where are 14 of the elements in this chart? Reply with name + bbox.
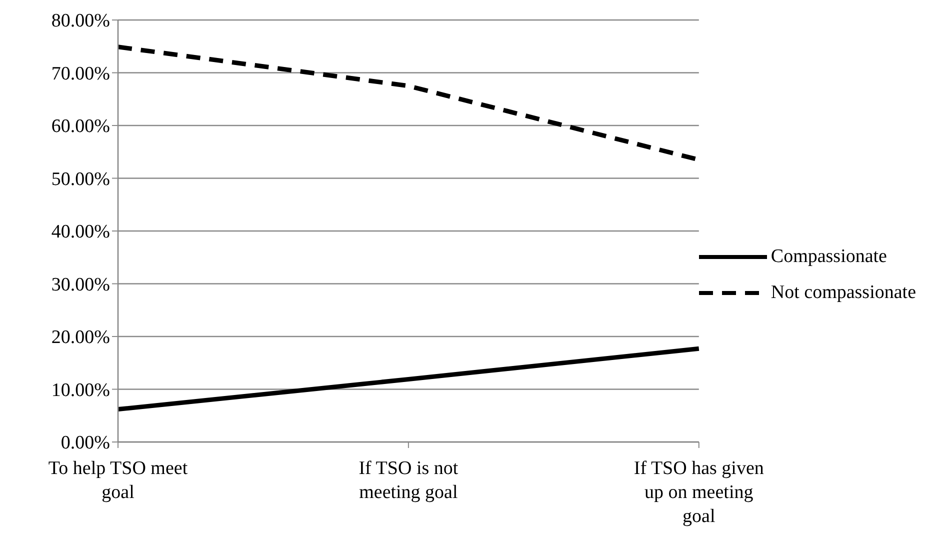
y-tick-label: 60.00% bbox=[51, 116, 110, 138]
y-tick-label: 0.00% bbox=[60, 432, 110, 454]
legend-label: Compassionate bbox=[770, 246, 887, 268]
y-tick-label: 30.00% bbox=[51, 274, 110, 296]
y-tick-label: 40.00% bbox=[51, 222, 110, 243]
y-tick-label: 50.00% bbox=[51, 168, 110, 190]
y-tick-label: 20.00% bbox=[51, 327, 110, 348]
x-tick-label: If TSO is not meeting goal bbox=[358, 458, 459, 503]
x-tick-label: If TSO has given up on meeting goal bbox=[634, 458, 764, 527]
y-tick-label: 80.00% bbox=[51, 10, 110, 32]
legend-label: Not compassionate bbox=[770, 282, 916, 304]
y-tick-label: 10.00% bbox=[51, 380, 110, 401]
x-tick-label: To help TSO meet goal bbox=[48, 458, 188, 503]
y-tick-label: 70.00% bbox=[51, 63, 110, 84]
